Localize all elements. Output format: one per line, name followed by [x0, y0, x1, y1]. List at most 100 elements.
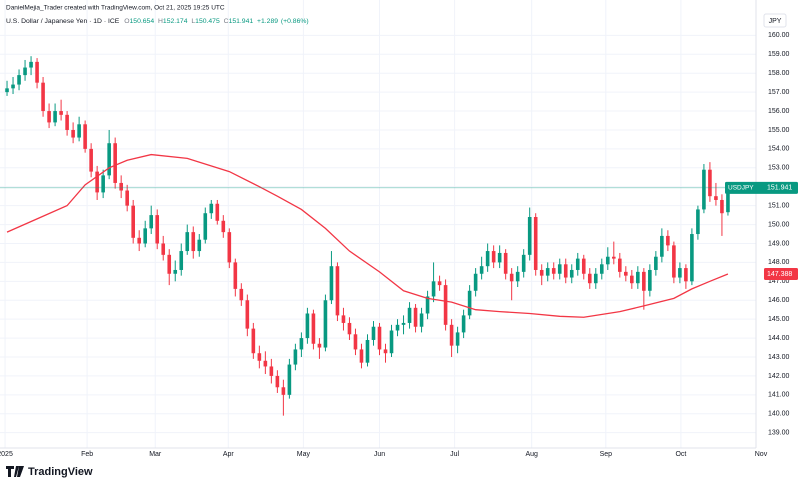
- candle-body: [23, 67, 27, 76]
- currency-box: [763, 13, 787, 28]
- candle-body: [323, 300, 328, 348]
- x-tick-label: Apr: [223, 451, 235, 458]
- change: +1.289: [257, 18, 278, 25]
- candle-body: [624, 271, 628, 276]
- candle-body: [161, 243, 166, 255]
- candle-body: [335, 266, 340, 316]
- candle-body: [341, 315, 346, 323]
- candle-body: [726, 187, 730, 213]
- candle-body: [654, 256, 658, 270]
- candle-body: [599, 264, 604, 274]
- candle-body: [413, 307, 418, 327]
- candle-body: [509, 273, 514, 282]
- candle-body: [401, 322, 406, 325]
- candle-body: [53, 111, 57, 123]
- candle-body: [581, 258, 586, 274]
- candle-body: [503, 252, 508, 274]
- candle-body: [281, 387, 286, 395]
- candle-body: [35, 61, 39, 83]
- candle-body: [179, 251, 184, 270]
- y-tick-label: 151.00: [768, 202, 790, 209]
- y-tick-label: 160.00: [768, 32, 790, 39]
- x-tick-label: 2025: [0, 451, 13, 458]
- y-tick-label: 146.00: [768, 297, 790, 304]
- grid: [0, 0, 756, 448]
- candle-body: [485, 251, 490, 267]
- candle-body: [569, 269, 574, 278]
- candle-body: [425, 296, 430, 314]
- candle-body: [636, 271, 640, 284]
- ohlc-label: L: [191, 18, 195, 25]
- candle-body: [269, 366, 274, 376]
- y-tick-label: 149.00: [768, 240, 790, 247]
- candle-body: [539, 269, 544, 276]
- candle-body: [708, 169, 712, 197]
- candle-body: [545, 268, 550, 276]
- x-tick-label: Aug: [525, 451, 538, 458]
- candle-body: [593, 273, 598, 284]
- candle-body: [648, 269, 652, 291]
- candle-body: [347, 322, 352, 335]
- ohlc-value: 152.174: [163, 18, 188, 25]
- x-tick-label: Jun: [374, 451, 385, 458]
- symbol-title: U.S. Dollar / Japanese Yen · 1D · ICE: [6, 18, 120, 25]
- ohlc-label: H: [158, 18, 163, 25]
- candle-body: [155, 215, 160, 244]
- currency: JPY: [769, 18, 782, 25]
- candle-body: [702, 169, 706, 210]
- candle-body: [47, 111, 51, 123]
- last-price-label: 151.941: [767, 185, 792, 192]
- ohlc-value: 150.654: [130, 18, 155, 25]
- x-tick-label: Sep: [600, 451, 613, 458]
- candle-body: [173, 269, 178, 274]
- y-tick-label: 150.00: [768, 221, 790, 228]
- candle-body: [660, 235, 664, 257]
- candle-body: [455, 332, 460, 346]
- candle-body: [557, 264, 562, 274]
- candle-body: [678, 268, 682, 278]
- candle-body: [449, 324, 454, 346]
- candle-body: [383, 349, 388, 354]
- change-pct: (+0.86%): [281, 18, 309, 25]
- candle-body: [605, 256, 610, 265]
- candle-body: [672, 245, 676, 278]
- candle-body: [29, 61, 33, 68]
- y-tick-label: 142.00: [768, 373, 790, 380]
- candle-body: [642, 271, 646, 291]
- credit: DanielMejia_Trader created with TradingV…: [6, 5, 225, 12]
- candle-body: [83, 124, 87, 149]
- candle-body: [479, 266, 484, 274]
- x-tick-label: Nov: [755, 451, 768, 458]
- candle-body: [125, 190, 129, 206]
- candle-body: [618, 258, 622, 272]
- candle-body: [149, 215, 154, 229]
- candle-body: [221, 220, 226, 233]
- candle-body: [11, 84, 15, 89]
- y-tick-label: 153.00: [768, 165, 790, 172]
- candle-body: [497, 252, 502, 263]
- candle-body: [245, 300, 250, 329]
- plot: [0, 56, 756, 416]
- ohlc-label: C: [224, 18, 229, 25]
- candle-body: [263, 360, 268, 367]
- x-tick-label: Jul: [450, 451, 459, 458]
- candle-body: [714, 196, 718, 200]
- y-tick-label: 159.00: [768, 51, 790, 58]
- candle-body: [209, 203, 214, 214]
- y-tick-label: 147.00: [768, 278, 790, 285]
- candle-body: [137, 237, 141, 244]
- ohlc-value: 151.941: [229, 18, 254, 25]
- x-tick-label: Feb: [81, 451, 93, 458]
- candle-body: [473, 273, 478, 291]
- candle-body: [359, 349, 364, 363]
- candle-body: [233, 262, 238, 289]
- candle-body: [131, 205, 135, 238]
- candle-body: [143, 228, 148, 244]
- candle-body: [720, 199, 724, 214]
- candle-body: [59, 111, 63, 115]
- y-tick-label: 139.00: [768, 430, 790, 437]
- candle-body: [696, 209, 700, 235]
- candle-body: [371, 326, 376, 340]
- candle-body: [353, 334, 358, 350]
- x-tick-label: Oct: [675, 451, 686, 458]
